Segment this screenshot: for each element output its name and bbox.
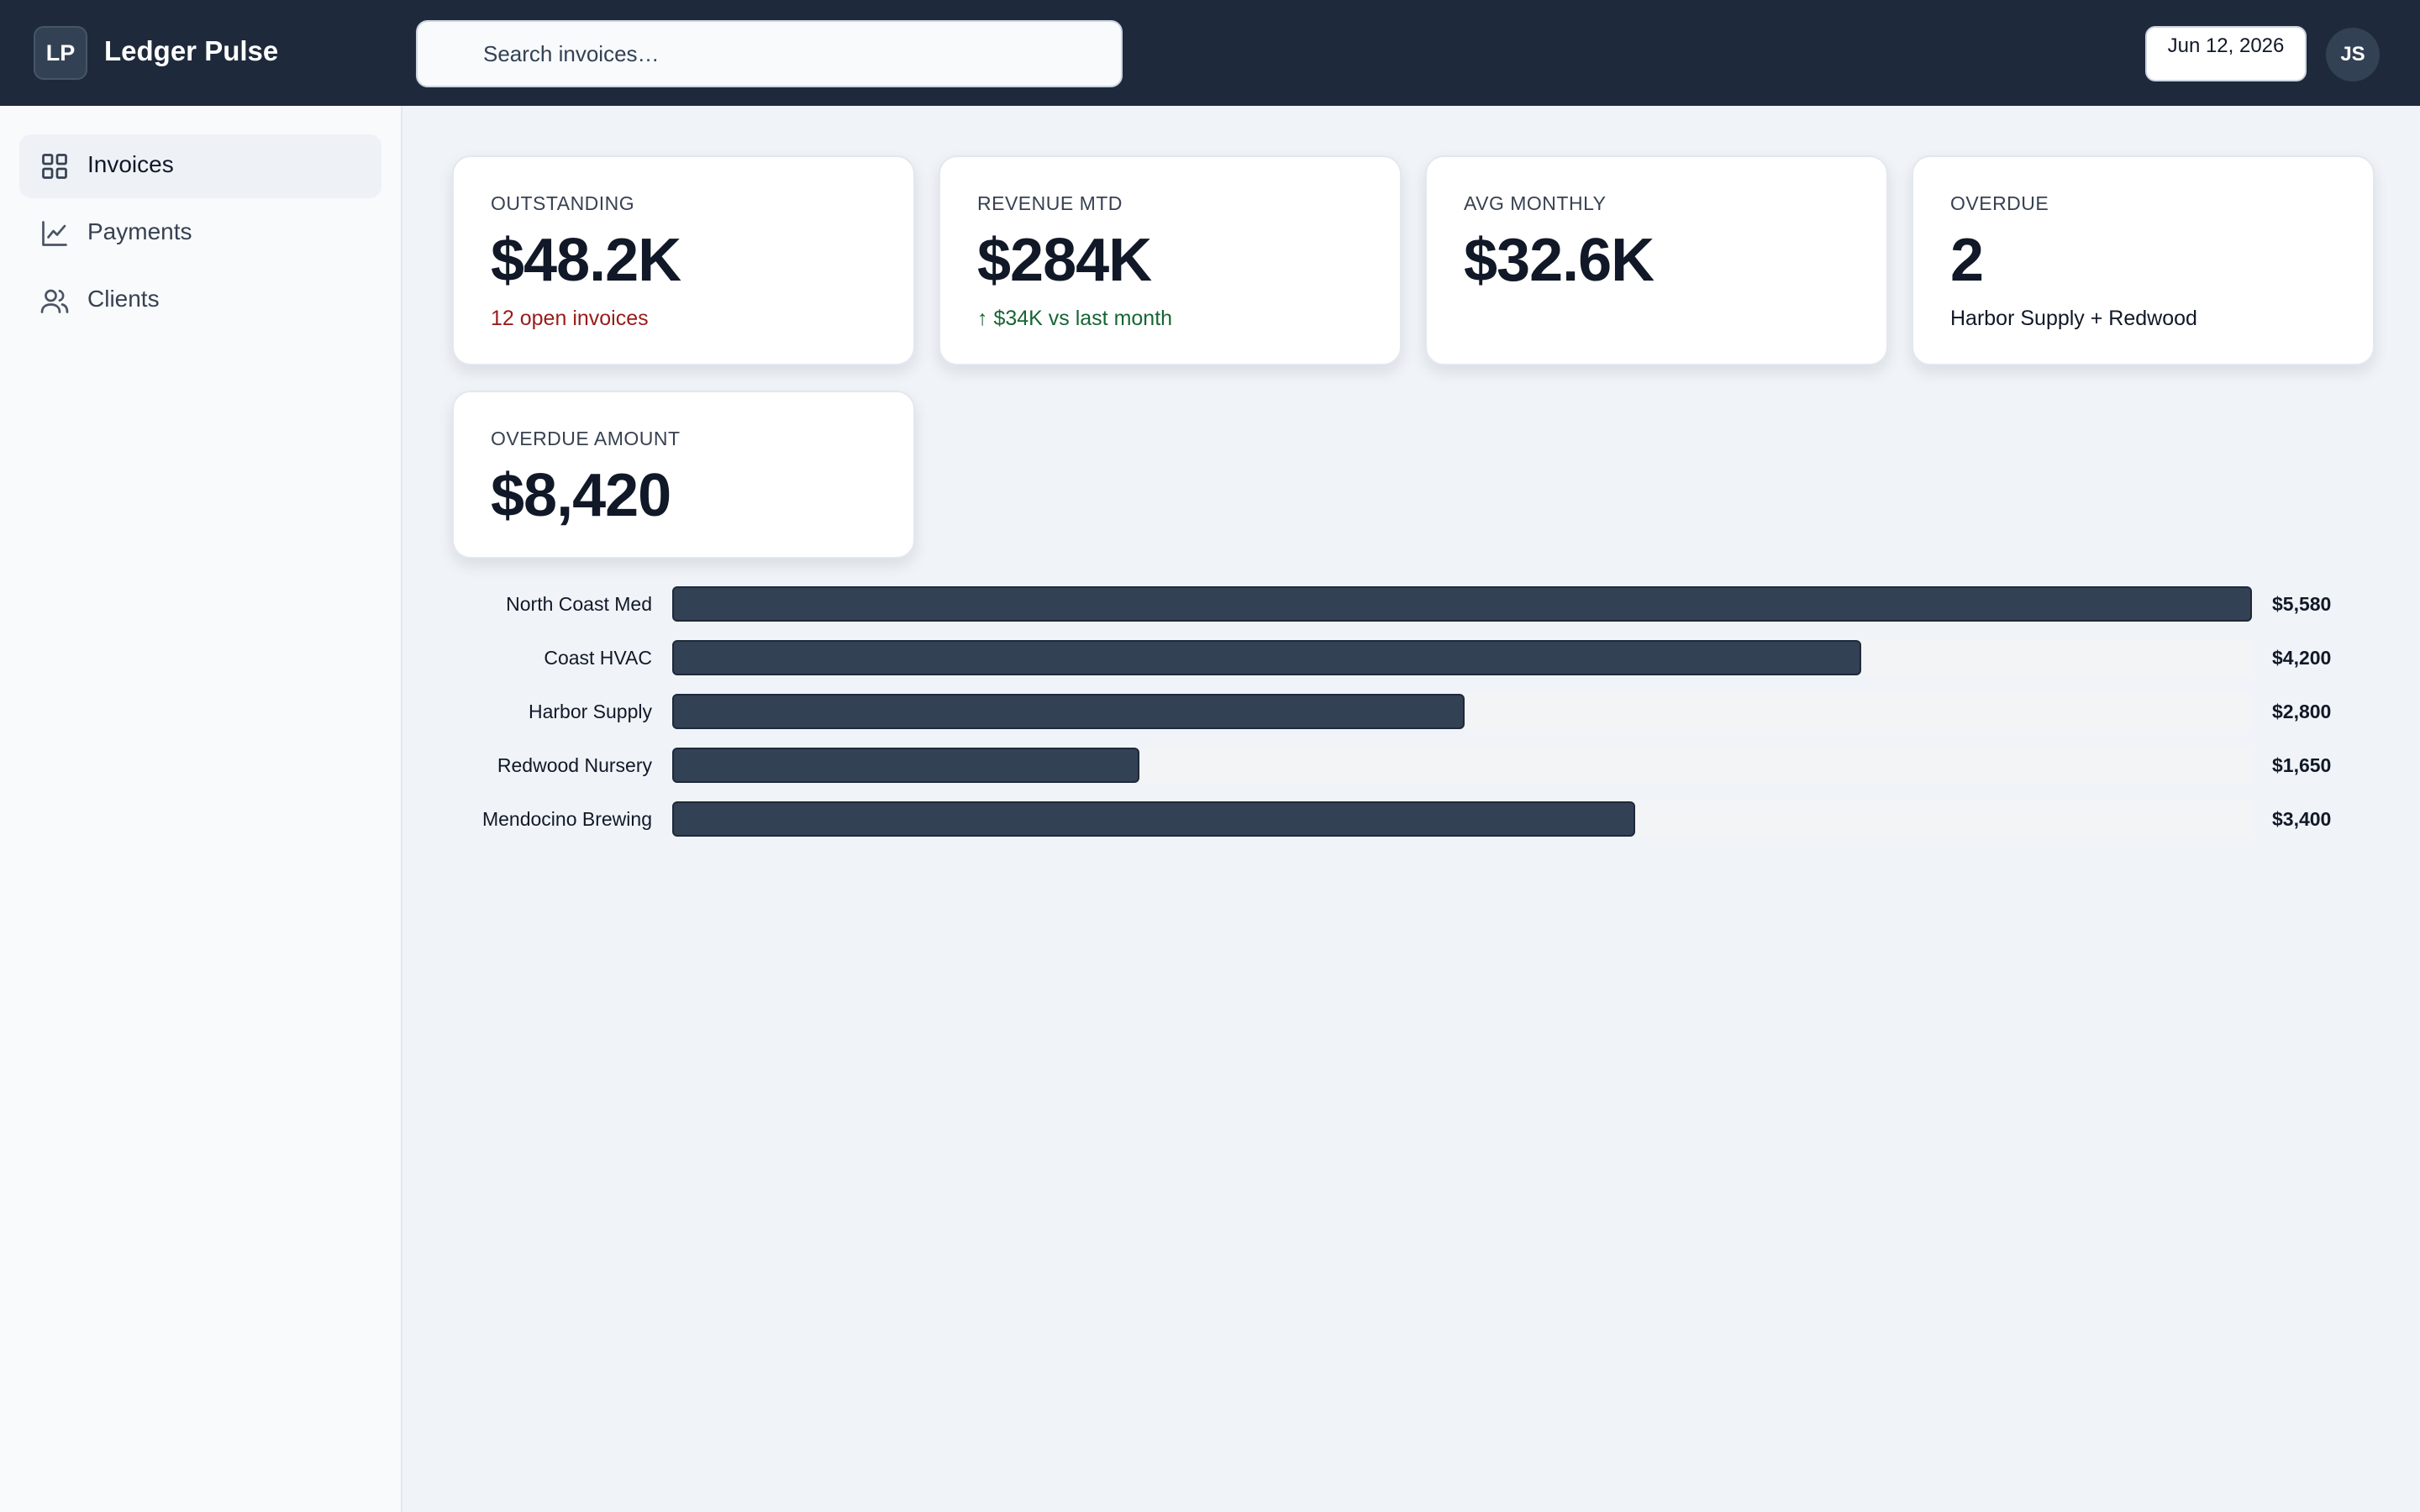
bar-value-label: $4,200 [2272,647,2332,669]
kpi-value: $284K [977,227,1152,294]
bar-row[interactable]: Harbor Supply $2,800 [454,692,2386,731]
search-input[interactable] [418,22,1121,86]
kpi-value: 2 [1950,227,1984,294]
kpi-label: OVERDUE [1950,192,2049,214]
bar-category-label: Redwood Nursery [497,754,652,776]
kpi-subtext: ↑ $34K vs last month [977,307,1173,330]
bar[interactable] [672,694,1465,729]
kpi-label: OUTSTANDING [491,192,635,214]
bar-value-label: $2,800 [2272,701,2332,722]
kpi-label: OVERDUE AMOUNT [491,428,681,449]
bar-track [672,748,2252,783]
bar-row[interactable]: Redwood Nursery $1,650 [454,746,2386,785]
sidebar-item-invoices[interactable]: Invoices [19,134,381,198]
users-icon [40,289,69,313]
kpi-card-overdue-amount[interactable]: OVERDUE AMOUNT $8,420 [452,391,915,559]
kpi-card-overdue[interactable]: OVERDUE 2 Harbor Supply + Redwood [1912,155,2375,365]
bar[interactable] [672,801,1635,837]
bar-track [672,801,2252,837]
kpi-card-outstanding[interactable]: OUTSTANDING $48.2K 12 open invoices [452,155,915,365]
avatar[interactable]: JS [2326,28,2380,81]
bar[interactable] [672,640,1861,675]
bar-value-label: $3,400 [2272,808,2332,830]
kpi-label: AVG MONTHLY [1464,192,1607,214]
bar-category-label: North Coast Med [506,593,652,615]
bar-row[interactable]: Mendocino Brewing $3,400 [454,800,2386,838]
kpi-subtext: 12 open invoices [491,307,649,330]
bar-track [672,586,2252,622]
sidebar-item-payments[interactable]: Payments [19,202,381,265]
line-chart-icon [42,221,67,246]
bar-category-label: Harbor Supply [528,701,652,722]
kpi-value: $8,420 [491,462,671,529]
kpi-value: $48.2K [491,227,681,294]
sidebar-item-label: Clients [87,286,160,312]
date-picker[interactable]: Jun 12, 2026 [2145,26,2307,81]
kpi-card-avg-monthly[interactable]: AVG MONTHLY $32.6K [1425,155,1888,365]
app-logo[interactable]: LP [34,26,87,80]
search-box[interactable] [416,20,1123,87]
bar-row[interactable]: Coast HVAC $4,200 [454,638,2386,677]
bar[interactable] [672,748,1139,783]
kpi-card-revenue-mtd[interactable]: REVENUE MTD $284K ↑ $34K vs last month [939,155,1402,365]
bar-row[interactable]: North Coast Med $5,580 [454,585,2386,623]
sidebar-item-clients[interactable]: Clients [19,269,381,333]
sidebar: Invoices Payments Clients [0,106,402,1512]
bar-category-label: Mendocino Brewing [481,808,652,830]
bar-track [672,640,2252,675]
bar-value-label: $1,650 [2272,754,2332,776]
sidebar-item-label: Payments [87,218,192,244]
bar[interactable] [672,586,2252,622]
bar-category-label: Coast HVAC [544,647,652,669]
top-bar: LP Ledger Pulse Jun 12, 2026 JS [0,0,2420,106]
bar-value-label: $5,580 [2272,593,2332,615]
sidebar-item-label: Invoices [87,151,174,177]
kpi-label: REVENUE MTD [977,192,1123,214]
bar-track [672,694,2252,729]
kpi-subtext: Harbor Supply + Redwood [1950,307,2197,330]
client-balance-bar-chart: North Coast Med $5,580 Coast HVAC $4,200 Har… [454,585,2386,862]
app-title: Ledger Pulse [104,35,279,66]
grid-icon [42,154,67,179]
kpi-value: $32.6K [1464,227,1655,294]
